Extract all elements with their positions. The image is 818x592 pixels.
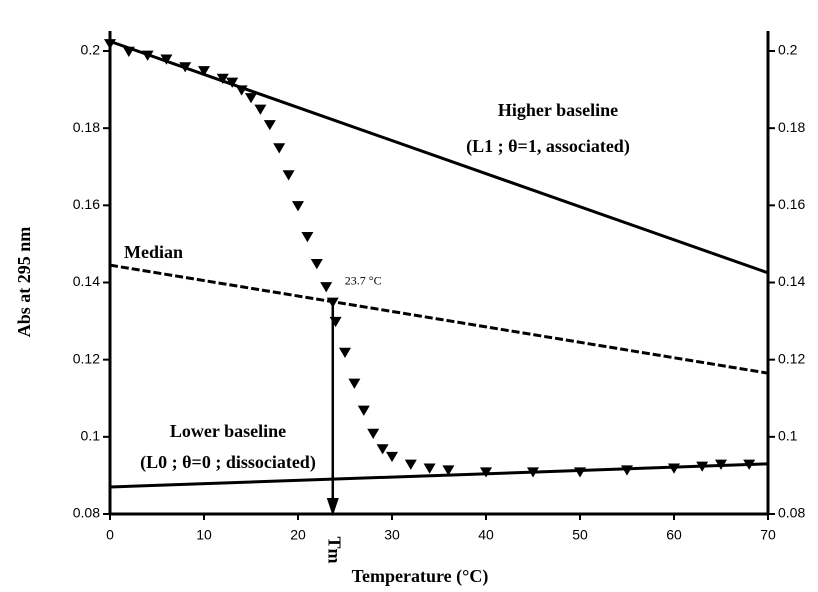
x-tick-label: 30 <box>384 527 400 543</box>
series-line <box>109 263 769 375</box>
annotation: (L1 ; θ=1, associated) <box>466 136 630 157</box>
data-point <box>348 378 361 389</box>
data-point <box>339 347 351 358</box>
x-tick-label: 60 <box>666 527 682 543</box>
y-tick-label: 0.12 <box>73 350 100 366</box>
data-point <box>245 93 257 104</box>
y2-tick-label: 0.2 <box>778 42 798 58</box>
y-tick-label: 0.16 <box>73 196 100 212</box>
data-point <box>216 73 229 85</box>
data-point <box>263 120 276 131</box>
annotation: 23.7 °C <box>345 274 382 288</box>
annotation: Lower baseline <box>170 421 286 441</box>
x-tick-label: 10 <box>196 527 212 543</box>
y-axis-label: Abs at 295 nm <box>14 227 34 338</box>
annotation: Median <box>124 242 183 262</box>
annotation: Higher baseline <box>498 100 618 120</box>
data-point <box>404 459 417 470</box>
data-point <box>320 282 333 293</box>
data-point <box>357 405 370 416</box>
annotation: (L0 ; θ=0 ; dissociated) <box>140 452 316 473</box>
data-point <box>442 465 455 476</box>
data-point <box>301 232 314 243</box>
data-point <box>273 143 286 154</box>
data-point <box>386 451 398 463</box>
y2-tick-label: 0.14 <box>778 273 805 289</box>
y2-tick-label: 0.1 <box>778 428 798 444</box>
data-point <box>423 463 436 474</box>
x-tick-label: 70 <box>760 527 776 543</box>
y-tick-label: 0.2 <box>81 42 101 58</box>
data-point <box>310 259 323 270</box>
x-tick-label: 50 <box>572 527 588 543</box>
x-tick-label: 20 <box>290 527 306 543</box>
y2-tick-label: 0.08 <box>778 505 805 521</box>
series-line <box>109 39 769 275</box>
y2-tick-label: 0.18 <box>778 119 805 135</box>
x-tick-label: 40 <box>478 527 494 543</box>
data-point <box>376 444 389 455</box>
y-tick-label: 0.08 <box>73 505 100 521</box>
tm-arrowhead <box>326 498 339 516</box>
data-point <box>198 66 210 77</box>
x-tick-label: 0 <box>106 527 114 543</box>
y-tick-label: 0.14 <box>73 273 100 289</box>
series-line <box>109 462 769 489</box>
data-point <box>292 201 304 212</box>
y2-tick-label: 0.12 <box>778 350 805 366</box>
data-point <box>282 170 295 181</box>
data-point <box>367 428 380 439</box>
x-axis-label: Temperature (°C) <box>352 566 489 587</box>
data-point <box>621 465 633 476</box>
y-tick-label: 0.1 <box>81 428 101 444</box>
data-point <box>254 104 267 115</box>
data-point <box>329 316 342 328</box>
y2-tick-label: 0.16 <box>778 196 805 212</box>
annotation: Tm <box>325 537 345 564</box>
y-tick-label: 0.18 <box>73 119 100 135</box>
